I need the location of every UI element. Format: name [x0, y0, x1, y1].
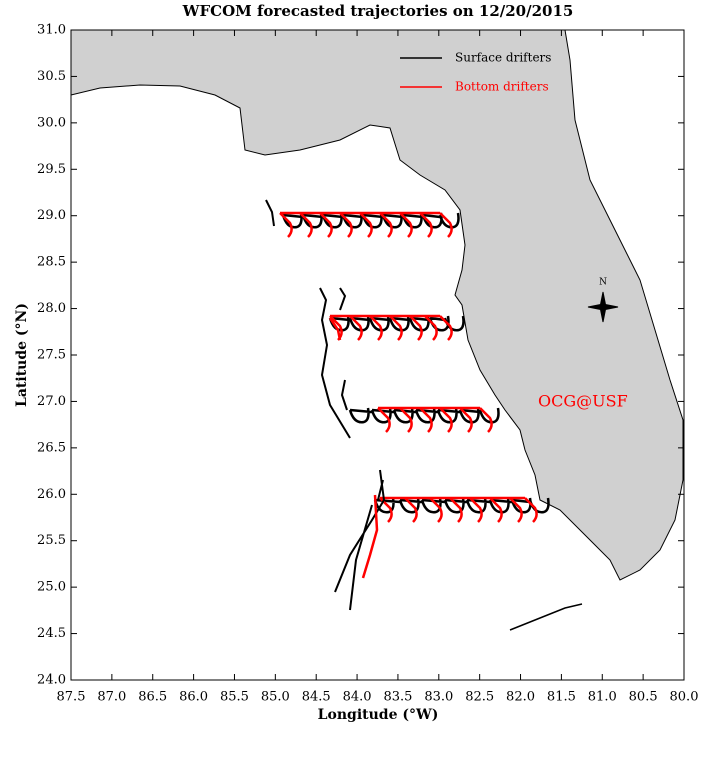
x-tick-label: 84.0	[343, 690, 372, 705]
y-tick-label: 30.0	[37, 115, 66, 130]
surface-trajectory	[328, 315, 465, 332]
surface-trajectory	[281, 212, 460, 229]
legend-label: Surface drifters	[455, 51, 551, 65]
legend-label: Bottom drifters	[455, 80, 549, 94]
florida-keys	[509, 603, 583, 631]
x-tick-label: 83.0	[424, 690, 453, 705]
annotation: OCG@USF	[538, 392, 628, 411]
x-tick-label: 85.5	[220, 690, 249, 705]
x-axis-label: Longitude (°W)	[318, 707, 439, 723]
x-tick-label: 80.5	[629, 690, 658, 705]
y-tick-label: 31.0	[37, 23, 66, 38]
y-axis-label: Latitude (°N)	[14, 303, 30, 407]
chart-title: WFCOM forecasted trajectories on 12/20/2…	[182, 2, 574, 20]
x-tick-label: 81.0	[588, 690, 617, 705]
y-tick-label: 30.5	[37, 69, 66, 84]
y-tick-label: 27.0	[37, 394, 66, 409]
y-tick-label: 25.5	[37, 533, 66, 548]
y-tick-label: 26.5	[37, 440, 66, 455]
y-tick-label: 24.0	[37, 673, 66, 688]
x-tick-label: 81.5	[547, 690, 576, 705]
x-tick-label: 80.0	[670, 690, 699, 705]
x-tick-label: 82.0	[506, 690, 535, 705]
y-tick-label: 28.5	[37, 255, 66, 270]
x-tick-label: 86.5	[138, 690, 167, 705]
land	[70, 29, 684, 581]
x-tick-label: 86.0	[179, 690, 208, 705]
y-tick-label: 26.0	[37, 487, 66, 502]
y-tick-label: 29.5	[37, 162, 66, 177]
y-tick-label: 25.0	[37, 580, 66, 595]
bottom-trajectory	[377, 406, 493, 433]
compass	[587, 291, 619, 323]
y-tick-label: 27.5	[37, 348, 66, 363]
surface-trajectory	[265, 199, 386, 611]
y-tick-label: 24.5	[37, 626, 66, 641]
bottom-trajectory	[329, 314, 453, 341]
x-tick-label: 87.5	[57, 690, 86, 705]
bottom-trajectory	[379, 496, 538, 523]
compass-label: N	[599, 278, 607, 288]
y-tick-label: 29.0	[37, 208, 66, 223]
x-tick-label: 82.5	[465, 690, 494, 705]
x-tick-label: 85.0	[261, 690, 290, 705]
bottom-trajectory	[279, 211, 453, 238]
trajectories	[265, 199, 550, 611]
x-tick-label: 83.5	[383, 690, 412, 705]
x-tick-label: 84.5	[302, 690, 331, 705]
x-tick-label: 87.0	[97, 690, 126, 705]
bottom-trajectory	[328, 317, 379, 579]
y-tick-label: 28.0	[37, 301, 66, 316]
